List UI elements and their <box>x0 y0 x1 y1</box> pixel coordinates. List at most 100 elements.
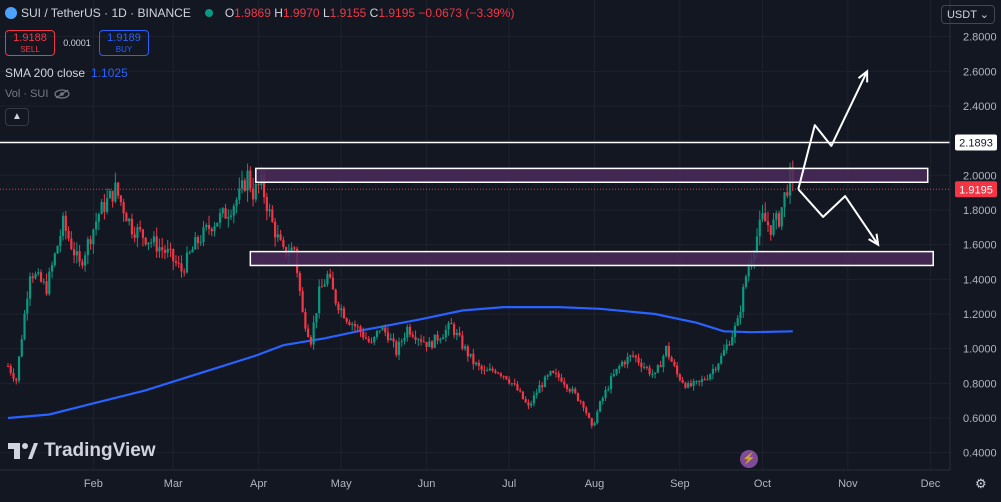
candle-body <box>229 215 233 217</box>
candle-body <box>12 372 15 379</box>
candle-body <box>618 366 621 369</box>
sma-line-layer <box>7 306 793 420</box>
candle-body <box>89 239 92 245</box>
candle-body <box>645 366 648 368</box>
candle-body <box>122 202 125 214</box>
price-axis-bg <box>950 0 1001 502</box>
candle-body <box>183 271 186 273</box>
annotation-layer <box>0 69 950 247</box>
price-axis[interactable]: 2.80002.60002.40002.20002.00001.80001.60… <box>949 0 1001 502</box>
candle-body <box>141 229 145 238</box>
candle-body <box>607 389 610 391</box>
resistance-price-label: 2.1893 <box>959 138 993 150</box>
candle-body <box>477 362 480 366</box>
time-tick-label: Jun <box>418 478 436 490</box>
candle-body <box>359 326 362 332</box>
volume-legend[interactable]: Vol · SUI <box>5 88 71 100</box>
candle-body <box>676 365 679 375</box>
candle-body <box>615 368 618 374</box>
candle-body <box>667 346 670 358</box>
candle-body <box>356 326 359 328</box>
candle-body <box>711 368 715 375</box>
candle-body <box>436 334 439 341</box>
hidden-eye-icon[interactable] <box>54 89 71 99</box>
candle-body <box>590 418 593 426</box>
candle-body <box>598 401 602 412</box>
candle-body <box>648 367 651 375</box>
candle-body <box>698 380 701 382</box>
candle-body <box>654 372 657 375</box>
candle-body <box>419 339 423 342</box>
candle-body <box>519 390 522 392</box>
candle-body <box>320 286 324 288</box>
candle-body <box>45 281 48 294</box>
tv-logo-icon <box>8 443 38 459</box>
candle-body <box>174 261 178 263</box>
price-tick-label: 2.4000 <box>963 101 997 113</box>
candle-body <box>706 379 709 381</box>
candle-body <box>722 350 726 356</box>
candle-body <box>364 337 368 339</box>
candle-body <box>725 344 728 351</box>
candle-body <box>486 370 489 372</box>
sell-button[interactable]: 1.9188 SELL <box>5 30 55 56</box>
currency-selector[interactable]: USDT ⌄ <box>940 5 995 24</box>
tradingview-logo: TradingView <box>8 440 156 462</box>
price-tick-label: 0.8000 <box>963 378 997 390</box>
candle-body <box>95 221 98 230</box>
candle-body <box>634 355 637 358</box>
candle-body <box>307 328 310 338</box>
price-tick-label: 0.6000 <box>963 413 997 425</box>
candle-body <box>692 381 695 387</box>
candle-body <box>772 219 775 235</box>
candle-body <box>218 213 222 223</box>
current-price-label: 1.9195 <box>959 184 993 196</box>
symbol-legend[interactable]: SUI / TetherUS · 1D · BINANCE O1.9869 H1… <box>5 6 514 20</box>
candle-body <box>786 192 789 196</box>
symbol-title[interactable]: SUI / TetherUS · 1D · BINANCE <box>21 6 191 20</box>
candle-body <box>642 366 646 368</box>
candle-body <box>158 247 161 252</box>
time-tick-label: Oct <box>754 478 771 490</box>
sma-legend[interactable]: SMA 200 close 1.1025 <box>5 66 128 80</box>
candle-body <box>392 338 395 342</box>
candle-body <box>232 206 235 216</box>
candle-body <box>673 361 676 366</box>
candle-body <box>744 276 748 287</box>
candle-body <box>340 308 343 311</box>
candle-body <box>527 402 530 406</box>
time-axis[interactable]: Feb Mar Apr May Jun Jul Aug Sep Oct Nov Dec <box>0 469 950 490</box>
candle-body <box>111 190 114 202</box>
sma-200-line <box>7 306 793 420</box>
candle-body <box>274 221 277 238</box>
candle-body <box>312 322 315 345</box>
lightning-icon[interactable]: ⚡ <box>740 450 758 468</box>
candle-body <box>199 242 202 244</box>
candle-body <box>469 353 472 357</box>
candle-body <box>538 385 541 393</box>
price-tick-label: 2.0000 <box>963 170 997 182</box>
candle-body <box>720 355 723 364</box>
ohlc-values: O1.9869 H1.9970 L1.9155 C1.9195 −0.0673 … <box>224 6 515 20</box>
candle-body <box>452 324 456 336</box>
buy-button[interactable]: 1.9189 BUY <box>99 30 149 56</box>
candle-body <box>72 249 76 256</box>
candle-body <box>70 238 73 250</box>
brand-name: TradingView <box>44 440 156 461</box>
candle-body <box>34 273 37 279</box>
candle-body <box>466 346 469 357</box>
candle-body <box>169 248 172 250</box>
time-tick-label: Sep <box>670 478 690 490</box>
resistance-price-label-bg <box>955 134 997 151</box>
candle-body <box>136 227 139 238</box>
candle-body <box>684 382 687 388</box>
trade-panel: 1.9188 SELL 0.0001 1.9189 BUY <box>5 30 149 56</box>
collapse-legend-button[interactable]: ▲ <box>5 108 29 126</box>
time-tick-label: Mar <box>164 478 183 490</box>
candles-layer <box>6 160 794 429</box>
candle-body <box>758 219 761 237</box>
candle-body <box>780 207 783 227</box>
candle-body <box>678 374 681 380</box>
gear-icon[interactable]: ⚙ <box>975 476 987 491</box>
